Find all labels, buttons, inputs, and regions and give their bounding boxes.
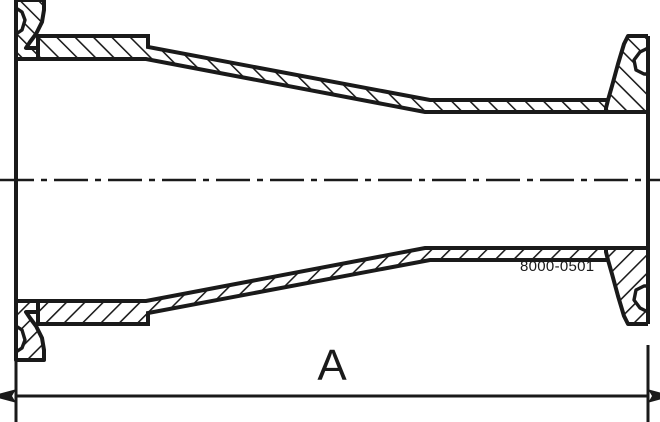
left-flange-lower (14, 299, 46, 362)
left-flange-lower-outline (14, 299, 46, 362)
right-flange-lower-outline (604, 246, 648, 326)
left-flange-upper-groove (15, 6, 27, 36)
left-flange-upper (14, 0, 46, 61)
left-flange-lower-groove (15, 324, 27, 354)
right-flange-upper-outline (604, 34, 648, 114)
dimension-a-label: A (317, 341, 347, 390)
right-flange-lower (604, 246, 649, 326)
right-flange-upper-groove (632, 46, 649, 76)
left-flange-upper-outline (14, 0, 46, 61)
right-flange-upper (604, 34, 649, 114)
part-number-label: 8000-0501 (520, 258, 594, 275)
right-flange-lower-groove (632, 284, 649, 314)
